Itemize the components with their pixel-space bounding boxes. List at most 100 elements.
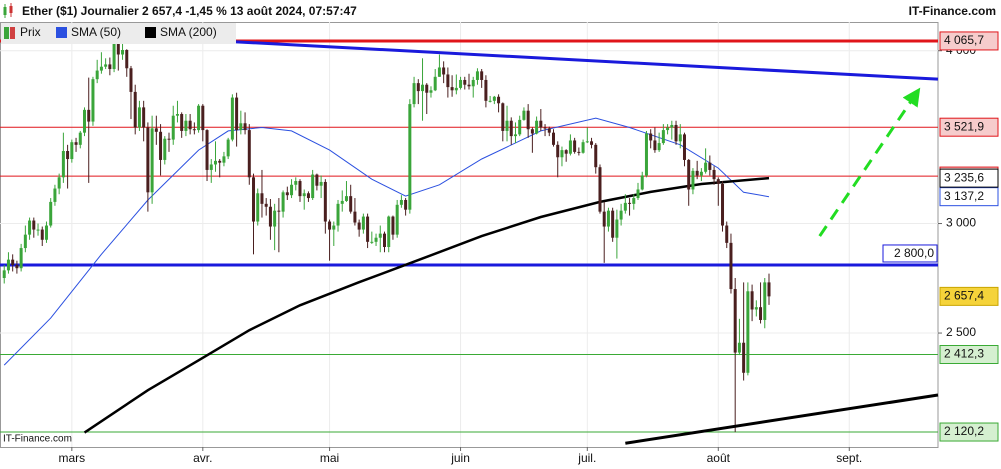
candle-body [619,210,623,220]
candle-body [53,188,57,202]
candle-body [146,127,150,193]
candle-body [6,259,10,271]
candle-body [2,270,6,278]
candle-body [644,133,648,176]
candle-body [725,225,729,243]
sma-last-label: 3 137,2 [944,189,984,203]
candle-body [594,144,598,168]
candle-body [488,100,492,102]
source: IT-Finance.com [909,4,996,18]
candle-body [767,282,771,297]
candle-body [459,79,463,88]
candle-body [763,282,767,320]
candle-body [691,170,695,190]
candle-body [387,216,391,248]
candle-body [518,119,522,135]
level-label-box [882,244,938,263]
candle-body [598,167,602,212]
candle-body [382,233,386,248]
candle-body [184,120,188,131]
y-tick-label: 2 500 [946,325,976,339]
candle-body [632,198,636,204]
candle-body [573,140,577,152]
candle-body [108,64,112,70]
candle-body [277,210,281,212]
candle-body [311,174,315,199]
candle-body [463,79,467,85]
candle-body [568,140,572,154]
candle-body [615,219,619,238]
candle-body [19,248,23,269]
candle-body [733,289,737,353]
candle-body [175,114,179,116]
candle-body [154,128,158,132]
candle-body [640,175,644,190]
trendline [219,39,939,81]
candle-body [353,211,357,223]
candle-body [636,189,640,199]
candle-body [298,181,302,197]
legend-swatch [4,27,9,39]
candle-body [70,142,74,160]
candle-body [40,229,44,240]
candle-body [704,162,708,172]
candle-body [653,140,657,151]
candle-body [306,193,310,199]
candle-body [497,96,501,104]
legend-swatch [10,27,15,39]
x-tick-label: juin [450,451,470,465]
candle-body [509,120,513,137]
candle-body [150,128,154,193]
candle-body [28,220,32,235]
candle-body [159,131,163,160]
candle-body [332,225,336,230]
plot-frame [0,22,939,448]
candle-body [657,143,661,151]
candle-body [547,128,551,133]
candle-body [535,120,539,134]
sma-line [83,176,770,434]
level-label: 2 120,2 [944,424,984,438]
legend-swatch [145,27,156,38]
candle-body [666,127,670,131]
candle-body [99,66,103,71]
sma-last-label: 3 235,6 [944,170,984,184]
candle-body [366,216,370,242]
candle-body [759,307,763,320]
candle-body [285,192,289,196]
candle-body [412,83,416,105]
candle-body [230,97,234,140]
candle-body [201,105,205,131]
watermark: IT-Finance.com [3,434,72,445]
sma-last-box [939,168,999,188]
candle-body [349,196,353,212]
x-tick-label: mai [320,451,339,465]
candle-body [125,49,129,69]
candle-body [708,162,712,170]
price-last-label: 2 657,4 [944,289,984,303]
candle-body [340,200,344,204]
candle-body [682,134,686,160]
candle-body [235,97,239,131]
candle-body [163,138,167,160]
candle-body [670,124,674,128]
candle-body [395,204,399,235]
trendline [818,87,921,237]
candle-body [522,110,526,120]
candle-body [454,87,458,91]
candle-body [252,177,256,222]
candle-body [57,177,61,189]
candle-body [590,141,594,145]
candle-body [564,150,568,154]
candle-body [370,241,374,243]
candle-body [167,138,171,140]
candle-body [433,76,437,91]
candle-body [192,129,196,131]
candle-body [737,342,741,353]
candle-body [133,91,137,128]
candle-body [83,109,87,133]
candle-body [11,259,15,265]
chart-title: Ether ($1) Journalier 2 657,4 -1,45 % 13… [22,4,357,18]
candle-body [539,120,543,128]
